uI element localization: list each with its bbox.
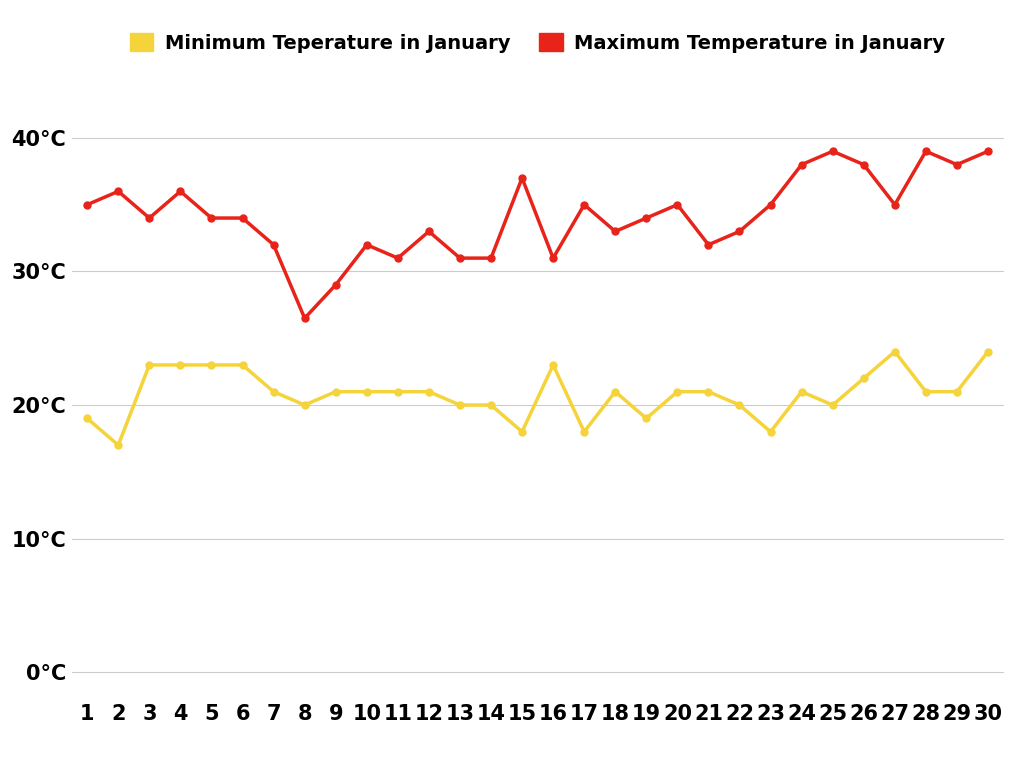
Maximum Temperature in January: [764, 200, 776, 210]
Minimum Teperature in January: [857, 374, 869, 383]
Minimum Teperature in January: [330, 387, 342, 396]
Maximum Temperature in January: [516, 174, 528, 183]
Maximum Temperature in January: [454, 253, 466, 263]
Minimum Teperature in January: [360, 387, 373, 396]
Maximum Temperature in January: [733, 227, 745, 236]
Maximum Temperature in January: [113, 187, 125, 196]
Maximum Temperature in January: [360, 240, 373, 250]
Minimum Teperature in January: [113, 441, 125, 450]
Legend: Minimum Teperature in January, Maximum Temperature in January: Minimum Teperature in January, Maximum T…: [120, 24, 955, 62]
Minimum Teperature in January: [143, 360, 156, 369]
Minimum Teperature in January: [796, 387, 808, 396]
Maximum Temperature in January: [299, 313, 311, 323]
Maximum Temperature in January: [237, 214, 249, 223]
Minimum Teperature in January: [454, 400, 466, 409]
Maximum Temperature in January: [485, 253, 498, 263]
Maximum Temperature in January: [950, 160, 963, 169]
Maximum Temperature in January: [609, 227, 622, 236]
Maximum Temperature in January: [920, 147, 932, 156]
Maximum Temperature in January: [81, 200, 93, 210]
Minimum Teperature in January: [609, 387, 622, 396]
Minimum Teperature in January: [826, 400, 839, 409]
Maximum Temperature in January: [423, 227, 435, 236]
Minimum Teperature in January: [578, 427, 590, 436]
Minimum Teperature in January: [672, 387, 684, 396]
Minimum Teperature in January: [485, 400, 498, 409]
Minimum Teperature in January: [423, 387, 435, 396]
Line: Maximum Temperature in January: Maximum Temperature in January: [84, 147, 991, 322]
Maximum Temperature in January: [672, 200, 684, 210]
Minimum Teperature in January: [920, 387, 932, 396]
Maximum Temperature in January: [889, 200, 901, 210]
Minimum Teperature in January: [299, 400, 311, 409]
Minimum Teperature in January: [267, 387, 280, 396]
Minimum Teperature in January: [81, 414, 93, 423]
Minimum Teperature in January: [205, 360, 217, 369]
Maximum Temperature in January: [143, 214, 156, 223]
Maximum Temperature in January: [578, 200, 590, 210]
Line: Minimum Teperature in January: Minimum Teperature in January: [84, 348, 991, 449]
Minimum Teperature in January: [950, 387, 963, 396]
Maximum Temperature in January: [826, 147, 839, 156]
Maximum Temperature in January: [982, 147, 994, 156]
Minimum Teperature in January: [764, 427, 776, 436]
Maximum Temperature in January: [547, 253, 559, 263]
Maximum Temperature in January: [174, 187, 186, 196]
Maximum Temperature in January: [330, 280, 342, 290]
Maximum Temperature in January: [205, 214, 217, 223]
Minimum Teperature in January: [237, 360, 249, 369]
Maximum Temperature in January: [267, 240, 280, 250]
Maximum Temperature in January: [391, 253, 403, 263]
Minimum Teperature in January: [547, 360, 559, 369]
Minimum Teperature in January: [516, 427, 528, 436]
Minimum Teperature in January: [640, 414, 652, 423]
Minimum Teperature in January: [174, 360, 186, 369]
Minimum Teperature in January: [702, 387, 715, 396]
Minimum Teperature in January: [889, 347, 901, 356]
Minimum Teperature in January: [391, 387, 403, 396]
Maximum Temperature in January: [796, 160, 808, 169]
Maximum Temperature in January: [857, 160, 869, 169]
Minimum Teperature in January: [982, 347, 994, 356]
Maximum Temperature in January: [640, 214, 652, 223]
Minimum Teperature in January: [733, 400, 745, 409]
Maximum Temperature in January: [702, 240, 715, 250]
